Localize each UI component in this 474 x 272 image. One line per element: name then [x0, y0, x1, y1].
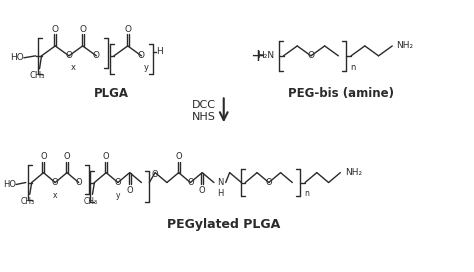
Text: y: y [116, 191, 120, 200]
Text: n: n [304, 189, 309, 198]
Text: O: O [93, 51, 100, 60]
Text: O: O [308, 51, 314, 60]
Text: O: O [64, 152, 70, 161]
Text: H₂N: H₂N [257, 51, 275, 60]
Text: O: O [52, 24, 59, 34]
Text: O: O [127, 186, 133, 195]
Text: O: O [152, 170, 158, 179]
Text: O: O [175, 152, 182, 161]
Text: +: + [251, 47, 265, 65]
Text: HO: HO [3, 180, 16, 189]
Text: PEG-bis (amine): PEG-bis (amine) [288, 87, 394, 100]
Text: O: O [103, 152, 109, 161]
Text: O: O [65, 51, 73, 60]
Text: O: O [138, 51, 145, 60]
Text: NH₂: NH₂ [345, 168, 362, 177]
Text: N: N [217, 178, 223, 187]
Text: O: O [40, 152, 47, 161]
Text: x: x [71, 63, 76, 72]
Text: CH₃: CH₃ [30, 71, 46, 80]
Text: O: O [75, 178, 82, 187]
Text: O: O [187, 178, 194, 187]
Text: n: n [350, 63, 356, 72]
Text: H: H [156, 47, 163, 56]
Text: PEGylated PLGA: PEGylated PLGA [167, 218, 280, 231]
Text: O: O [199, 186, 206, 195]
Text: O: O [79, 24, 86, 34]
Text: y: y [144, 63, 148, 72]
Text: CH₃: CH₃ [21, 197, 35, 206]
Text: PLGA: PLGA [93, 87, 128, 100]
Text: NHS: NHS [192, 112, 216, 122]
Text: NH₂: NH₂ [396, 41, 413, 50]
Text: CH₃: CH₃ [83, 197, 98, 206]
Text: O: O [115, 178, 121, 187]
Text: H: H [217, 189, 223, 198]
Text: DCC: DCC [192, 100, 216, 110]
Text: HO: HO [10, 53, 24, 62]
Text: O: O [52, 178, 58, 187]
Text: O: O [124, 24, 131, 34]
Text: O: O [265, 178, 272, 187]
Text: x: x [53, 191, 57, 200]
